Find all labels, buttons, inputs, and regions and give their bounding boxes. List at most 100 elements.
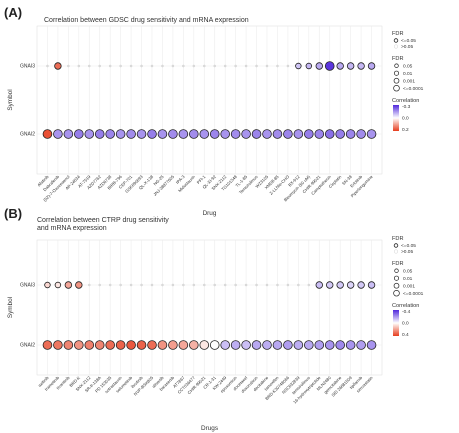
bubble-gnai2-5 (94, 340, 105, 350)
bubble-gnai3-26 (315, 281, 323, 289)
bubble-gnai3-10 (150, 283, 154, 287)
bubble-gnai3-29 (346, 281, 355, 289)
bubble-gnai2-19 (241, 340, 251, 350)
bubble-gnai3-21 (265, 283, 269, 287)
bubble-gnai2-18 (230, 340, 241, 350)
bubble-gnai3-25 (305, 62, 313, 70)
legend-size-swatch (394, 268, 399, 273)
legend-size-label: 0.05 (403, 269, 413, 275)
legend-size-swatch (393, 282, 400, 289)
bubble-gnai3-19 (244, 283, 248, 287)
bubble-gnai2-24 (293, 340, 304, 350)
x-tick-label: PFI-1 (196, 174, 207, 185)
bubble-gnai3-16 (213, 283, 216, 287)
bubble-gnai2-18 (230, 129, 241, 139)
bubble-gnai2-4 (84, 129, 95, 139)
bubble-gnai3-1 (54, 281, 62, 289)
bubble-gnai2-31 (366, 129, 377, 139)
legend-correlation-title: Correlation (392, 303, 419, 309)
bubble-gnai3-9 (140, 283, 143, 287)
legend-size-swatch (393, 289, 400, 297)
legend-fdr-sig-label: <=0.05 (401, 243, 416, 249)
bubble-gnai3-18 (234, 283, 237, 287)
bubble-gnai3-27 (324, 61, 335, 71)
bubble-gnai3-9 (140, 64, 143, 68)
legend-fdr-title: FDR (392, 31, 404, 37)
bubble-gnai3-28 (336, 281, 344, 289)
bubble-gnai3-8 (129, 283, 133, 287)
bubble-gnai3-26 (315, 62, 323, 70)
bubble-gnai3-4 (88, 64, 91, 68)
bubble-gnai2-17 (220, 340, 230, 350)
bubble-gnai2-25 (304, 129, 314, 139)
plot-area (36, 25, 383, 175)
legend-correlation-bar (393, 310, 399, 336)
bubble-gnai3-0 (44, 281, 51, 289)
y-axis-title: Symbol (7, 89, 14, 110)
bubble-gnai2-23 (283, 129, 293, 139)
bubble-gnai2-25 (304, 340, 314, 350)
legend-correlation-bottom: 0.2 (402, 127, 409, 133)
bubble-gnai2-7 (115, 340, 126, 350)
bubble-gnai2-26 (314, 129, 325, 139)
x-axis-title: Drugs (201, 425, 218, 432)
chart-panel-b: Correlation between CTRP drug sensitivit… (7, 217, 424, 432)
legend-fdr-ns-swatch (394, 44, 399, 49)
bubble-gnai3-2 (67, 64, 70, 68)
bubble-gnai3-14 (192, 64, 196, 68)
legend-size-label: 0.001 (403, 284, 415, 290)
bubble-gnai3-31 (367, 281, 376, 289)
bubble-gnai2-22 (272, 340, 283, 350)
y-tick-label: GNAI3 (20, 64, 35, 70)
bubble-gnai3-31 (367, 62, 376, 70)
bubble-gnai3-7 (119, 64, 122, 68)
bubble-gnai3-24 (297, 283, 300, 287)
legend-correlation-bar (393, 105, 399, 131)
bubble-gnai3-16 (213, 64, 216, 68)
bubble-gnai2-10 (147, 129, 157, 139)
legend-size-label: 0.001 (403, 79, 415, 85)
bubble-gnai2-23 (283, 340, 293, 350)
bubble-gnai2-13 (178, 340, 189, 350)
legend-size-swatch (394, 275, 399, 281)
bubble-gnai2-10 (147, 340, 157, 350)
bubble-gnai2-27 (324, 129, 335, 139)
chart-panel-a: Correlation between GDSC drug sensitivit… (7, 17, 424, 217)
legend-fdr-sig-swatch (393, 243, 399, 248)
bubble-gnai3-12 (171, 64, 175, 68)
legend-fdr-ns-swatch (394, 249, 399, 254)
bubble-gnai3-30 (357, 62, 365, 70)
legend-fdr-title: FDR (392, 236, 404, 242)
legend-correlation-top: -0.3 (402, 104, 411, 110)
bubble-gnai2-1 (53, 340, 63, 350)
bubble-gnai3-17 (223, 283, 227, 287)
bubble-gnai3-25 (307, 283, 311, 287)
bubble-gnai3-0 (46, 64, 49, 68)
bubble-gnai2-3 (74, 340, 84, 350)
bubble-gnai3-6 (108, 64, 112, 68)
legend-size-swatch (394, 63, 399, 68)
legend-size-label: 0.05 (403, 64, 413, 70)
bubble-gnai2-12 (168, 129, 178, 139)
bubble-gnai3-28 (336, 62, 344, 70)
y-tick-label: GNAI2 (20, 343, 35, 349)
bubble-gnai2-15 (199, 129, 210, 139)
legend-size-swatch (394, 70, 399, 76)
y-tick-label: GNAI3 (20, 283, 35, 289)
bubble-gnai2-2 (63, 129, 74, 139)
bubble-gnai3-20 (255, 283, 258, 287)
bubble-gnai3-12 (171, 283, 175, 287)
bubble-gnai2-28 (335, 340, 345, 350)
legend-correlation-title: Correlation (392, 98, 419, 104)
bubble-gnai2-28 (335, 129, 345, 139)
bubble-gnai3-3 (77, 64, 81, 68)
bubble-gnai2-7 (115, 129, 126, 139)
bubble-gnai2-14 (189, 340, 199, 350)
bubble-gnai2-9 (136, 129, 147, 139)
bubble-gnai2-8 (126, 129, 136, 139)
bubble-gnai2-21 (262, 129, 272, 139)
bubble-gnai2-30 (356, 129, 366, 139)
bubble-gnai3-19 (244, 64, 248, 68)
bubble-gnai2-5 (94, 129, 105, 139)
bubble-gnai2-29 (345, 129, 356, 139)
